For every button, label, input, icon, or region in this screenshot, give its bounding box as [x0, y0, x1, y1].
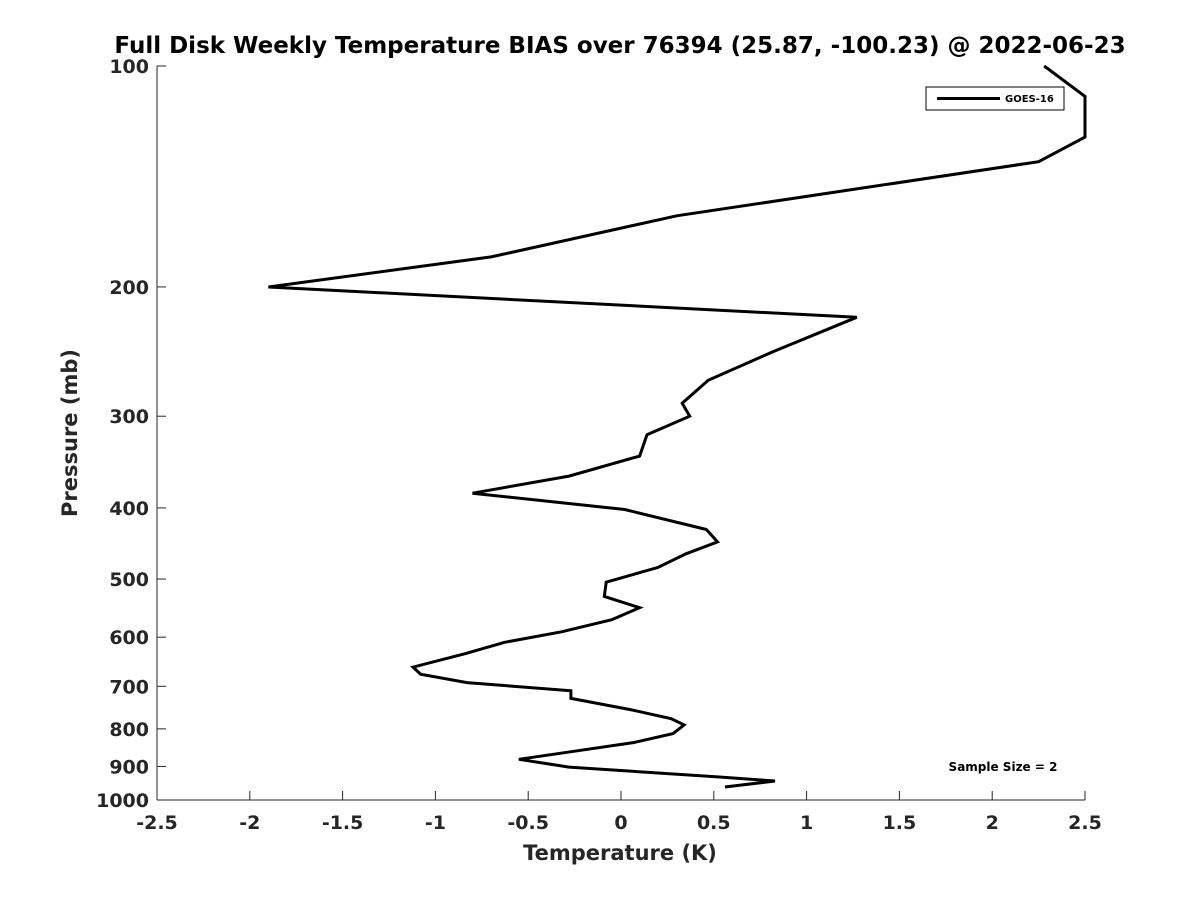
- y-tick-label: 600: [109, 627, 149, 649]
- y-axis-label: Pressure (mb): [58, 349, 82, 517]
- x-tick-label: 1.5: [883, 812, 917, 834]
- y-tick-label: 300: [109, 406, 149, 428]
- x-axis-label: Temperature (K): [523, 841, 717, 865]
- series-line-goes-16: [268, 64, 1087, 789]
- y-tick-label: 900: [109, 756, 149, 778]
- y-tick-label: 100: [109, 56, 149, 78]
- x-tick-label: 2.5: [1068, 812, 1102, 834]
- y-tick-label: 800: [109, 719, 149, 741]
- y-axis-ticks: 100 200 300 400 500 600 700 800 900 1000: [96, 56, 166, 812]
- y-tick-label: 200: [109, 277, 149, 299]
- y-tick-label: 400: [109, 498, 149, 520]
- x-tick-label: 0.5: [697, 812, 731, 834]
- y-tick-label: 1000: [96, 790, 149, 812]
- x-tick-label: -2.5: [136, 812, 178, 834]
- legend-label-goes-16: GOES-16: [1005, 94, 1054, 105]
- x-tick-label: -1: [425, 812, 446, 834]
- x-tick-label: 0: [614, 812, 627, 834]
- y-tick-label: 500: [109, 569, 149, 591]
- y-tick-label: 700: [109, 676, 149, 698]
- sample-size-annotation: Sample Size = 2: [949, 760, 1058, 774]
- x-tick-label: -0.5: [507, 812, 549, 834]
- x-tick-label: -1.5: [322, 812, 364, 834]
- x-axis-ticks: -2.5 -2 -1.5 -1 -0.5 0 0.5 1 1.5 2 2.5: [136, 791, 1102, 834]
- chart-title: Full Disk Weekly Temperature BIAS over 7…: [114, 33, 1125, 59]
- legend: GOES-16: [925, 86, 1065, 111]
- x-tick-label: 2: [986, 812, 999, 834]
- x-tick-label: -2: [239, 812, 260, 834]
- x-tick-label: 1: [800, 812, 813, 834]
